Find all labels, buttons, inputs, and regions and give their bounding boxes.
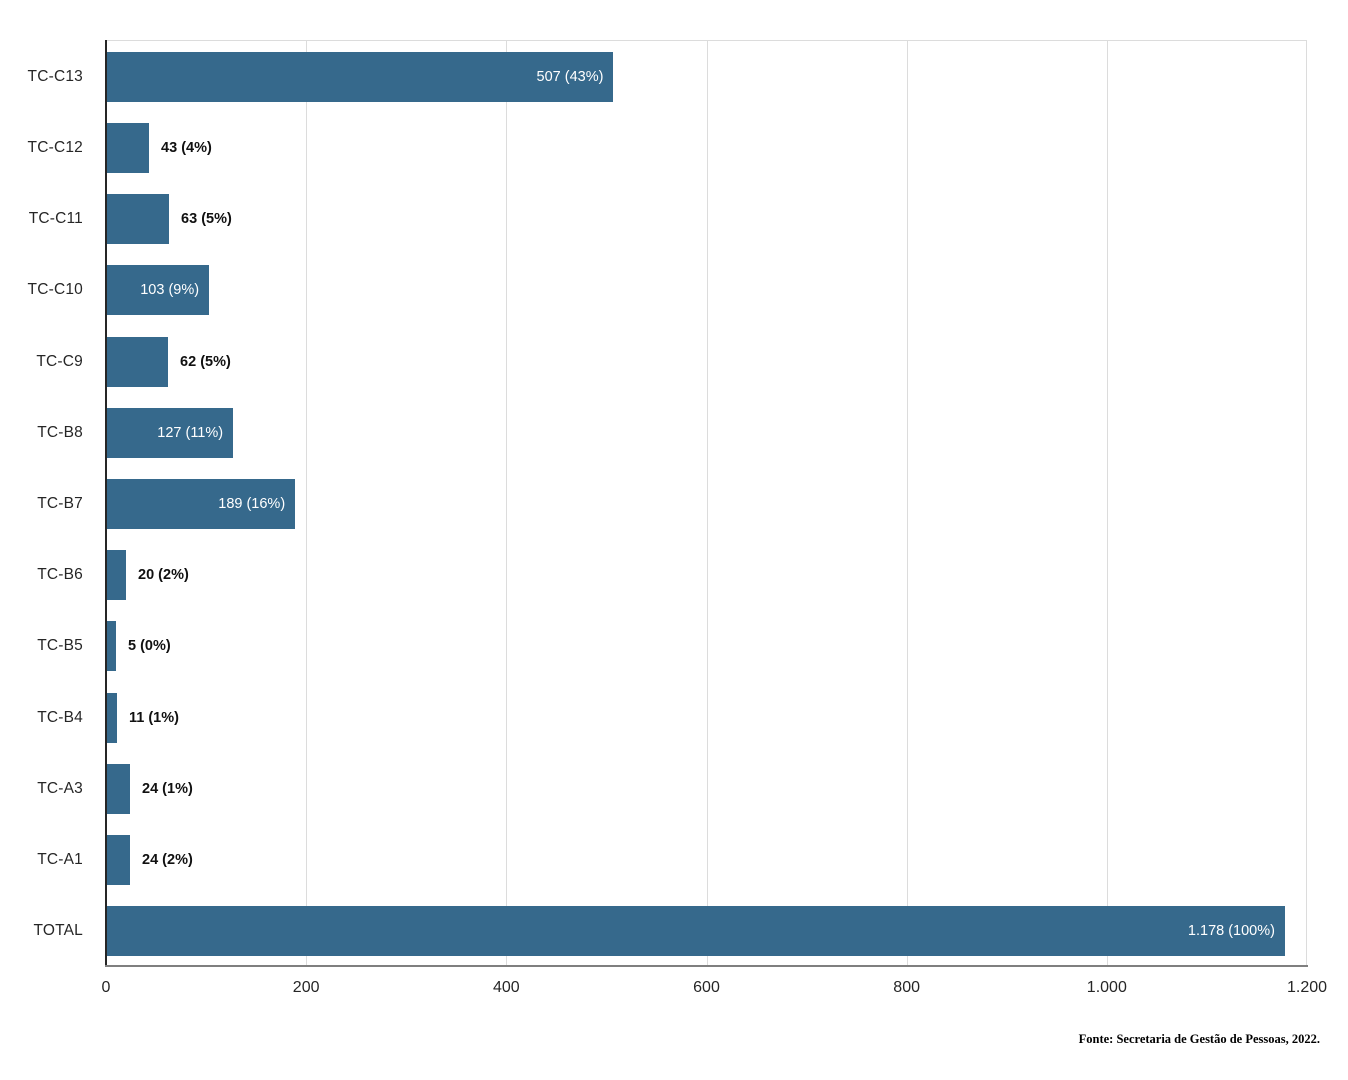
value-label: 24 (2%) (142, 852, 193, 869)
category-label: TC-C12 (27, 138, 83, 156)
gridline (706, 41, 708, 967)
bar: 189 (16%) (106, 479, 296, 530)
category-label: TC-C9 (36, 352, 83, 370)
y-axis-line (105, 40, 107, 967)
value-label: 507 (43%) (536, 68, 604, 85)
gridline (506, 41, 508, 967)
bar (106, 692, 117, 743)
value-label: 127 (11%) (157, 424, 224, 441)
bar-row: TC-A1 24 (2%) (37, 825, 1307, 896)
value-label: 20 (2%) (138, 567, 189, 584)
bar-row: TC-B4 11 (1%) (37, 682, 1307, 753)
bar (106, 763, 131, 814)
bar-row: TC-B8 127 (11%) (37, 397, 1307, 468)
value-label: 11 (1%) (129, 709, 179, 726)
category-label: TC-B5 (37, 637, 83, 655)
gridline (1306, 41, 1307, 967)
x-axis-tick-label: 1.200 (1286, 979, 1328, 996)
x-axis-tick-label: 800 (893, 979, 921, 996)
bar-row: TC-C12 43 (4%) (28, 112, 1307, 183)
x-axis-tick-label: 200 (292, 979, 320, 996)
category-label: TC-A1 (37, 851, 83, 869)
gridline (306, 41, 308, 967)
category-label: TC-C10 (27, 281, 83, 299)
bar-row: TC-C11 63 (5%) (29, 183, 1307, 254)
x-axis-tick-label: 0 (101, 979, 111, 996)
value-label: 103 (9%) (140, 282, 200, 299)
category-label: TC-B7 (37, 495, 83, 513)
gridline (906, 41, 908, 967)
bar: 507 (43%) (106, 51, 614, 102)
bar-row: TOTAL 1.178 (100%) (33, 896, 1307, 967)
source-note: Fonte: Secretaria de Gestão de Pessoas, … (1078, 1032, 1320, 1046)
category-label: TOTAL (33, 922, 83, 940)
x-axis-tick-label: 400 (492, 979, 520, 996)
value-label: 63 (5%) (181, 211, 232, 228)
x-axis-tick-label: 1.000 (1086, 979, 1127, 996)
value-label: 43 (4%) (161, 139, 212, 156)
category-label: TC-C11 (28, 210, 83, 228)
value-label: 24 (1%) (142, 780, 193, 797)
bar (106, 194, 170, 245)
bar: 127 (11%) (106, 407, 234, 458)
bar (106, 336, 169, 387)
category-label: TC-B6 (37, 566, 83, 584)
bar-row: TC-A3 24 (1%) (37, 753, 1307, 824)
value-label: 1.178 (100%) (1187, 923, 1275, 940)
bar (106, 550, 127, 601)
category-label: TC-A3 (37, 779, 83, 797)
value-label: 62 (5%) (180, 353, 231, 370)
bar (106, 621, 116, 672)
category-label: TC-B8 (37, 423, 83, 441)
gridline (1106, 41, 1108, 967)
category-label: TC-B4 (37, 708, 83, 726)
value-label: 5 (0%) (128, 638, 171, 655)
bar (106, 835, 131, 886)
value-label: 189 (16%) (218, 496, 286, 513)
bar-row: TC-C9 62 (5%) (36, 326, 1307, 397)
bar-row: TC-B5 5 (0%) (37, 611, 1307, 682)
bar-row: TC-B7 189 (16%) (37, 468, 1307, 539)
bar (106, 122, 150, 173)
bar-row: TC-C13 507 (43%) (28, 41, 1307, 112)
category-label: TC-C13 (27, 67, 83, 85)
plot-area: TC-C13 507 (43%) TC-C12 43 (4%) TC-C11 63 (5%… (28, 40, 1307, 967)
bar: 103 (9%) (106, 265, 210, 316)
bar-rows: TC-C13 507 (43%) TC-C12 43 (4%) TC-C11 63 (5%… (28, 41, 1307, 967)
x-axis-tick-label: 600 (693, 979, 720, 996)
bar-row: TC-B6 20 (2%) (37, 540, 1307, 611)
bar-row: TC-C10 103 (9%) (28, 255, 1307, 326)
bar: 1.178 (100%) (106, 906, 1285, 957)
x-axis-line (105, 965, 1308, 967)
